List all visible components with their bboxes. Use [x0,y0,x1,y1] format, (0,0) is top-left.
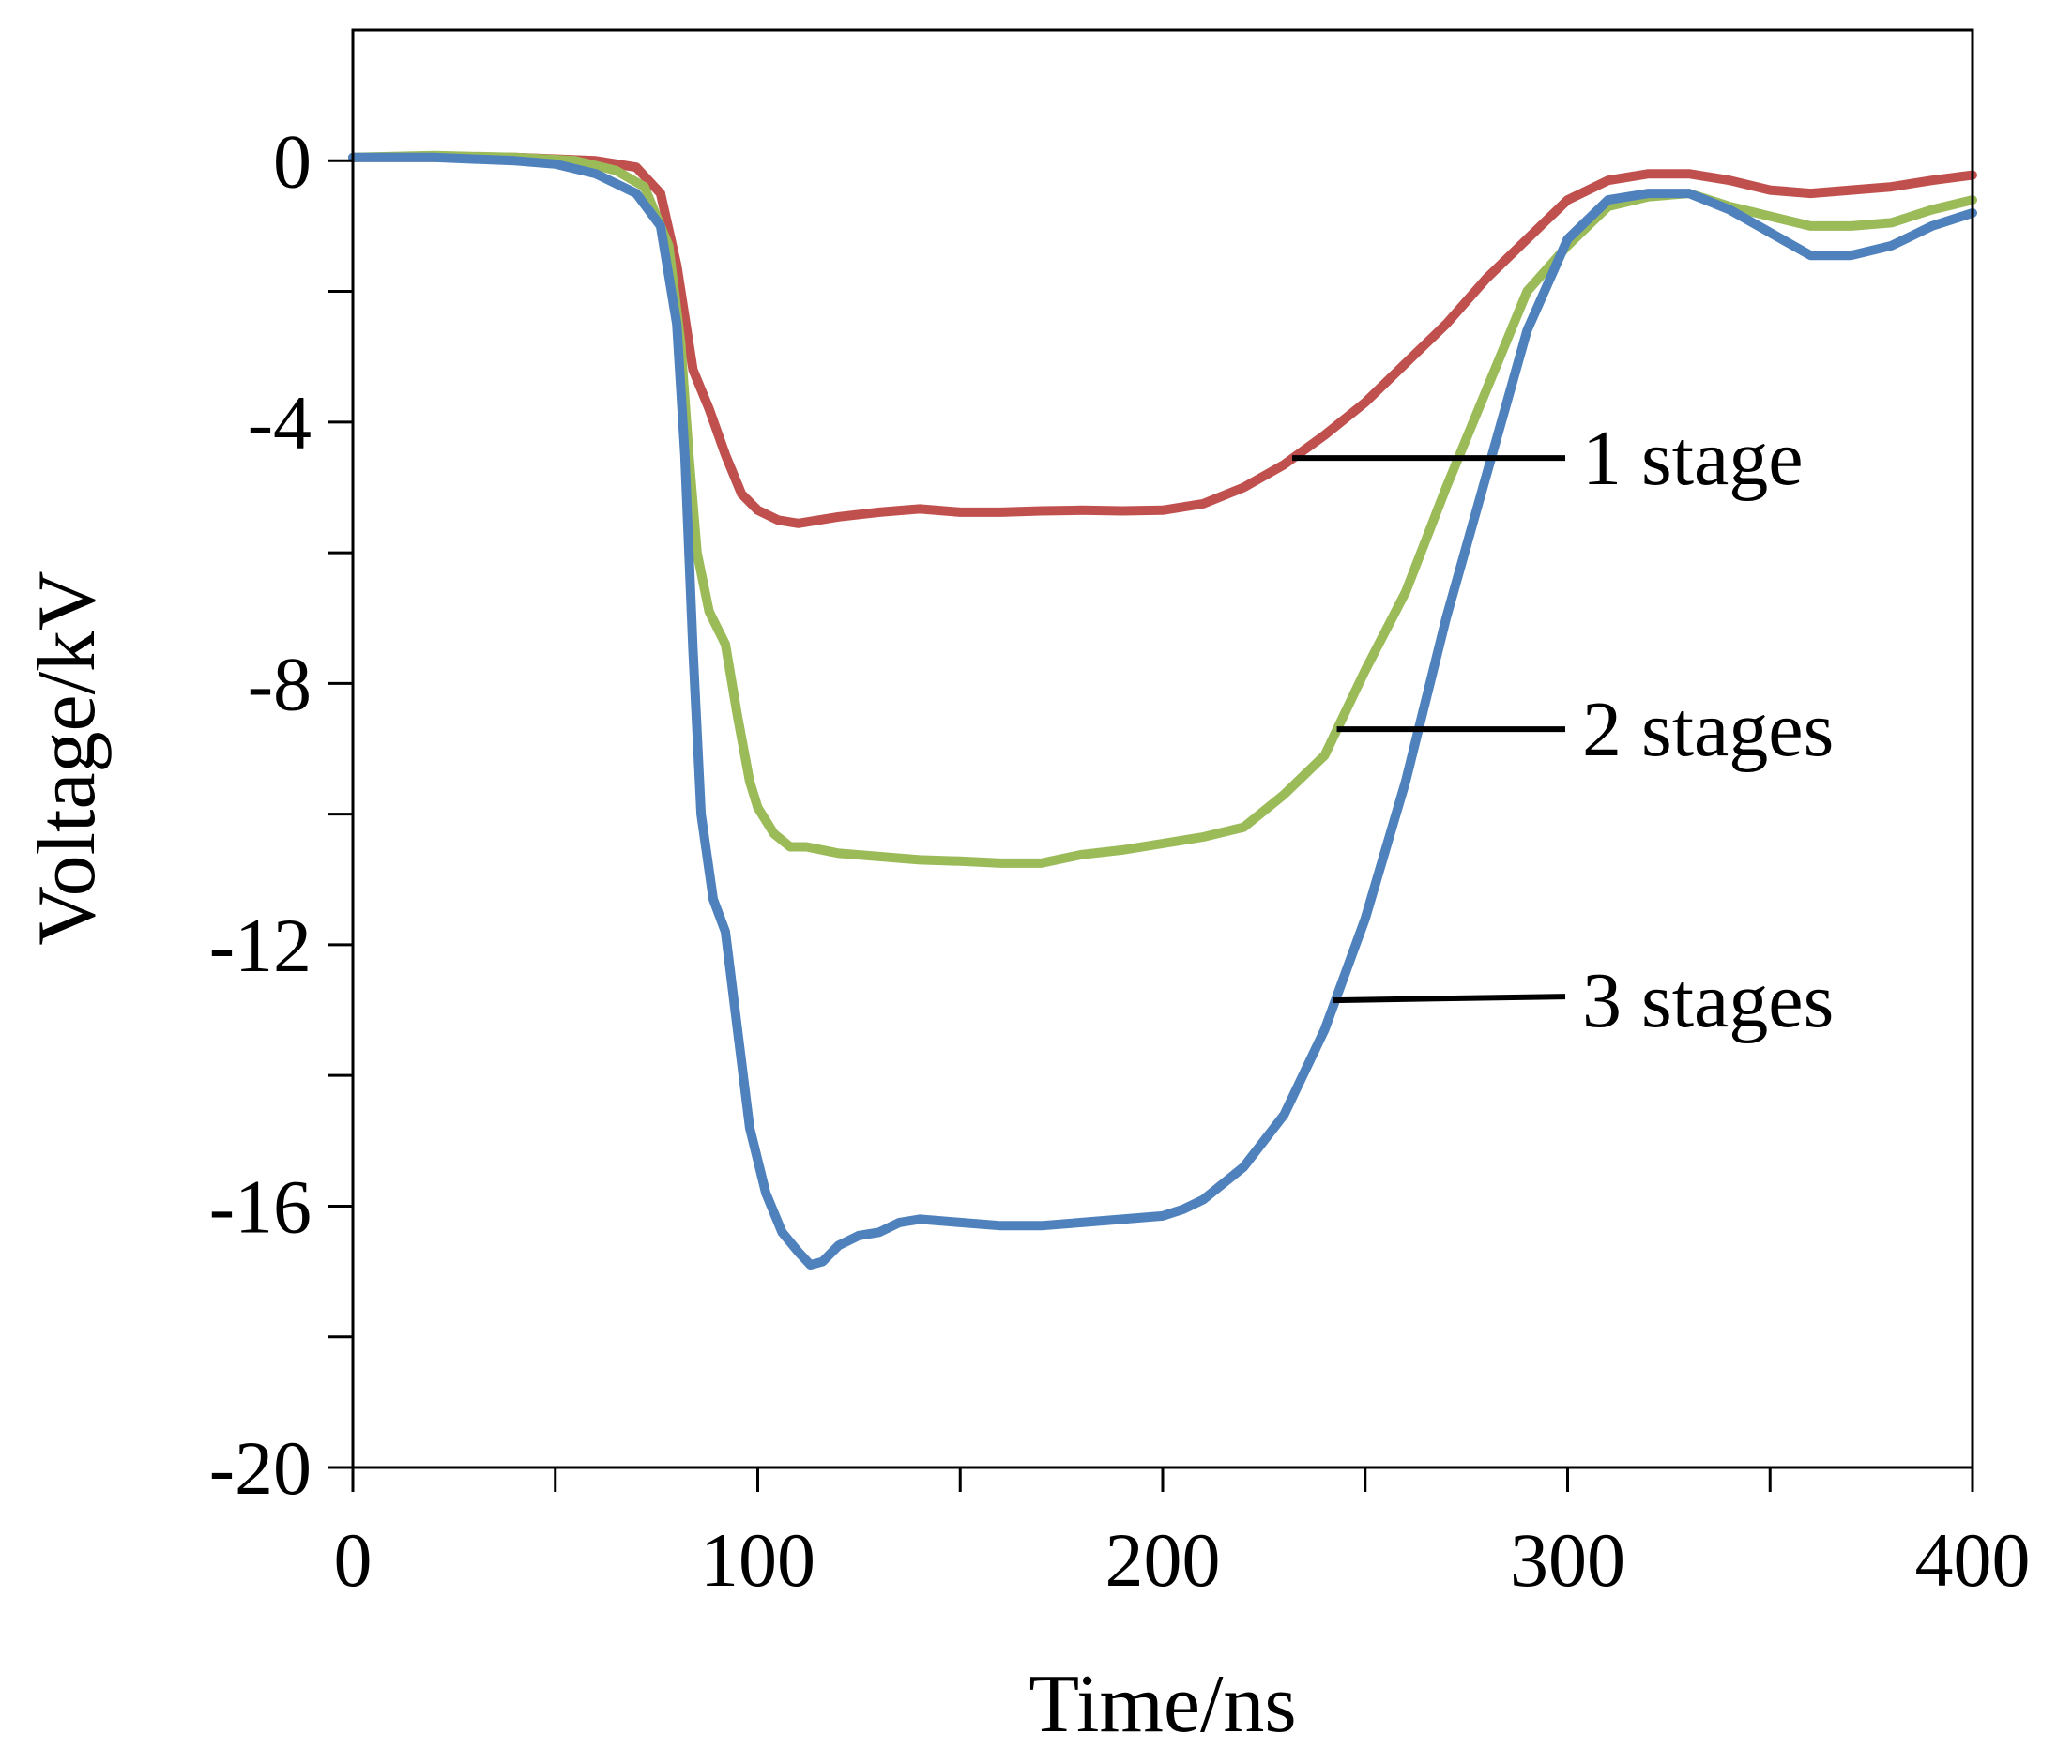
x-tick-label: 0 [334,1517,373,1603]
series-label-1-stage: 1 stage [1582,415,1804,502]
x-tick-label: 200 [1105,1517,1221,1603]
text-layer: Time/ns Voltage/kV 1 stage 2 stages 3 st… [22,415,1834,1750]
axes-layer: 0 -4 -8 -12 -16 -20 0 100 200 300 400 [209,28,2031,1603]
x-tick-label: 100 [700,1517,815,1603]
y-axis-title: Voltage/kV [22,570,113,945]
y-tick-label: -12 [209,903,312,988]
y-tick-label: 0 [273,118,312,204]
x-tick-label: 300 [1510,1517,1625,1603]
x-tick-label: 400 [1915,1517,2031,1603]
y-tick-label: -20 [209,1425,312,1511]
series-leader-3 [1333,994,1566,1004]
y-tick-label: -16 [209,1163,312,1249]
series-label-2-stages: 2 stages [1582,686,1834,773]
x-axis-title: Time/ns [1028,1659,1296,1750]
y-tick-label: -4 [248,380,312,465]
y-tick-label: -8 [248,641,312,726]
series-label-3-stages: 3 stages [1582,957,1834,1044]
series-line-1 [348,152,1977,528]
series-line-3 [348,152,1977,1270]
series-layer [348,150,1977,1270]
series-label-leaders [1292,455,1566,1004]
